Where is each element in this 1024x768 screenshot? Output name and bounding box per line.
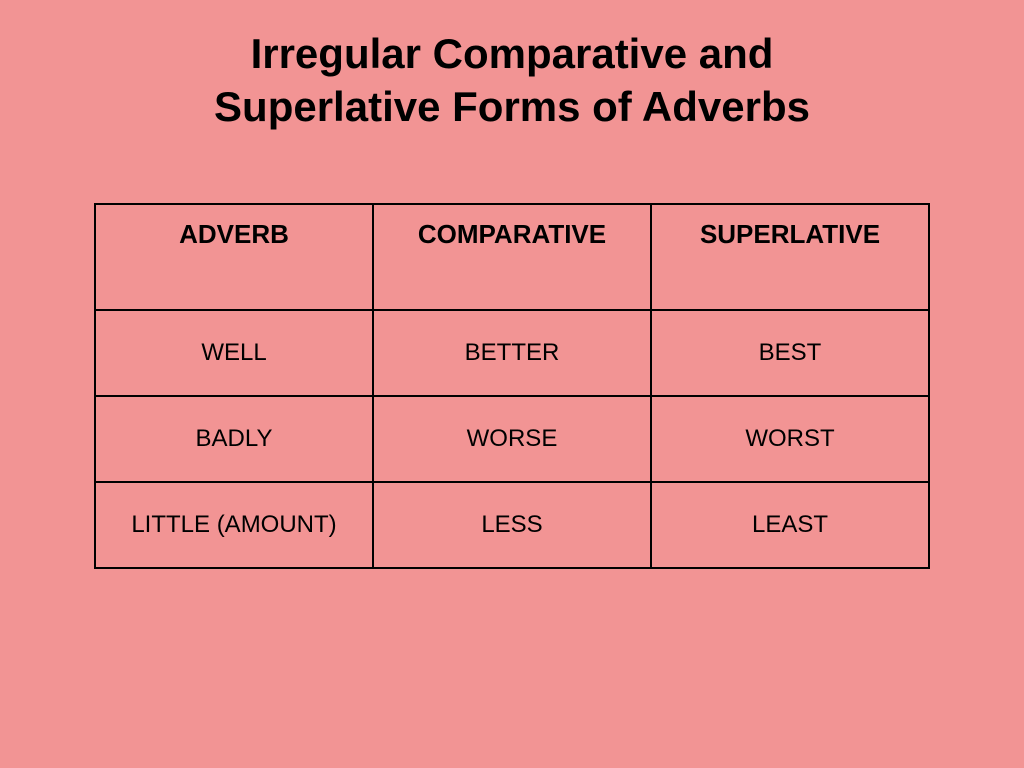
- title-line-2: Superlative Forms of Adverbs: [214, 83, 810, 130]
- col-header-superlative: SUPERLATIVE: [651, 204, 929, 310]
- cell-superlative: LEAST: [651, 482, 929, 568]
- col-header-adverb: ADVERB: [95, 204, 373, 310]
- cell-adverb: LITTLE (AMOUNT): [95, 482, 373, 568]
- cell-adverb: BADLY: [95, 396, 373, 482]
- cell-superlative: BEST: [651, 310, 929, 396]
- cell-comparative: BETTER: [373, 310, 651, 396]
- table-row: WELL BETTER BEST: [95, 310, 929, 396]
- table-row: BADLY WORSE WORST: [95, 396, 929, 482]
- col-header-comparative: COMPARATIVE: [373, 204, 651, 310]
- cell-adverb: WELL: [95, 310, 373, 396]
- adverb-table: ADVERB COMPARATIVE SUPERLATIVE WELL BETT…: [94, 203, 930, 569]
- table-row: LITTLE (AMOUNT) LESS LEAST: [95, 482, 929, 568]
- cell-comparative: LESS: [373, 482, 651, 568]
- table-header-row: ADVERB COMPARATIVE SUPERLATIVE: [95, 204, 929, 310]
- cell-comparative: WORSE: [373, 396, 651, 482]
- adverb-table-container: ADVERB COMPARATIVE SUPERLATIVE WELL BETT…: [94, 203, 930, 569]
- cell-superlative: WORST: [651, 396, 929, 482]
- slide-title: Irregular Comparative and Superlative Fo…: [214, 28, 810, 133]
- title-line-1: Irregular Comparative and: [251, 30, 774, 77]
